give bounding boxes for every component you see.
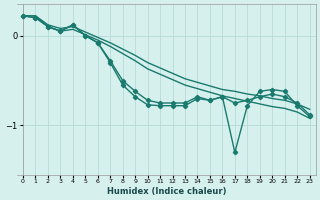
X-axis label: Humidex (Indice chaleur): Humidex (Indice chaleur) bbox=[107, 187, 226, 196]
